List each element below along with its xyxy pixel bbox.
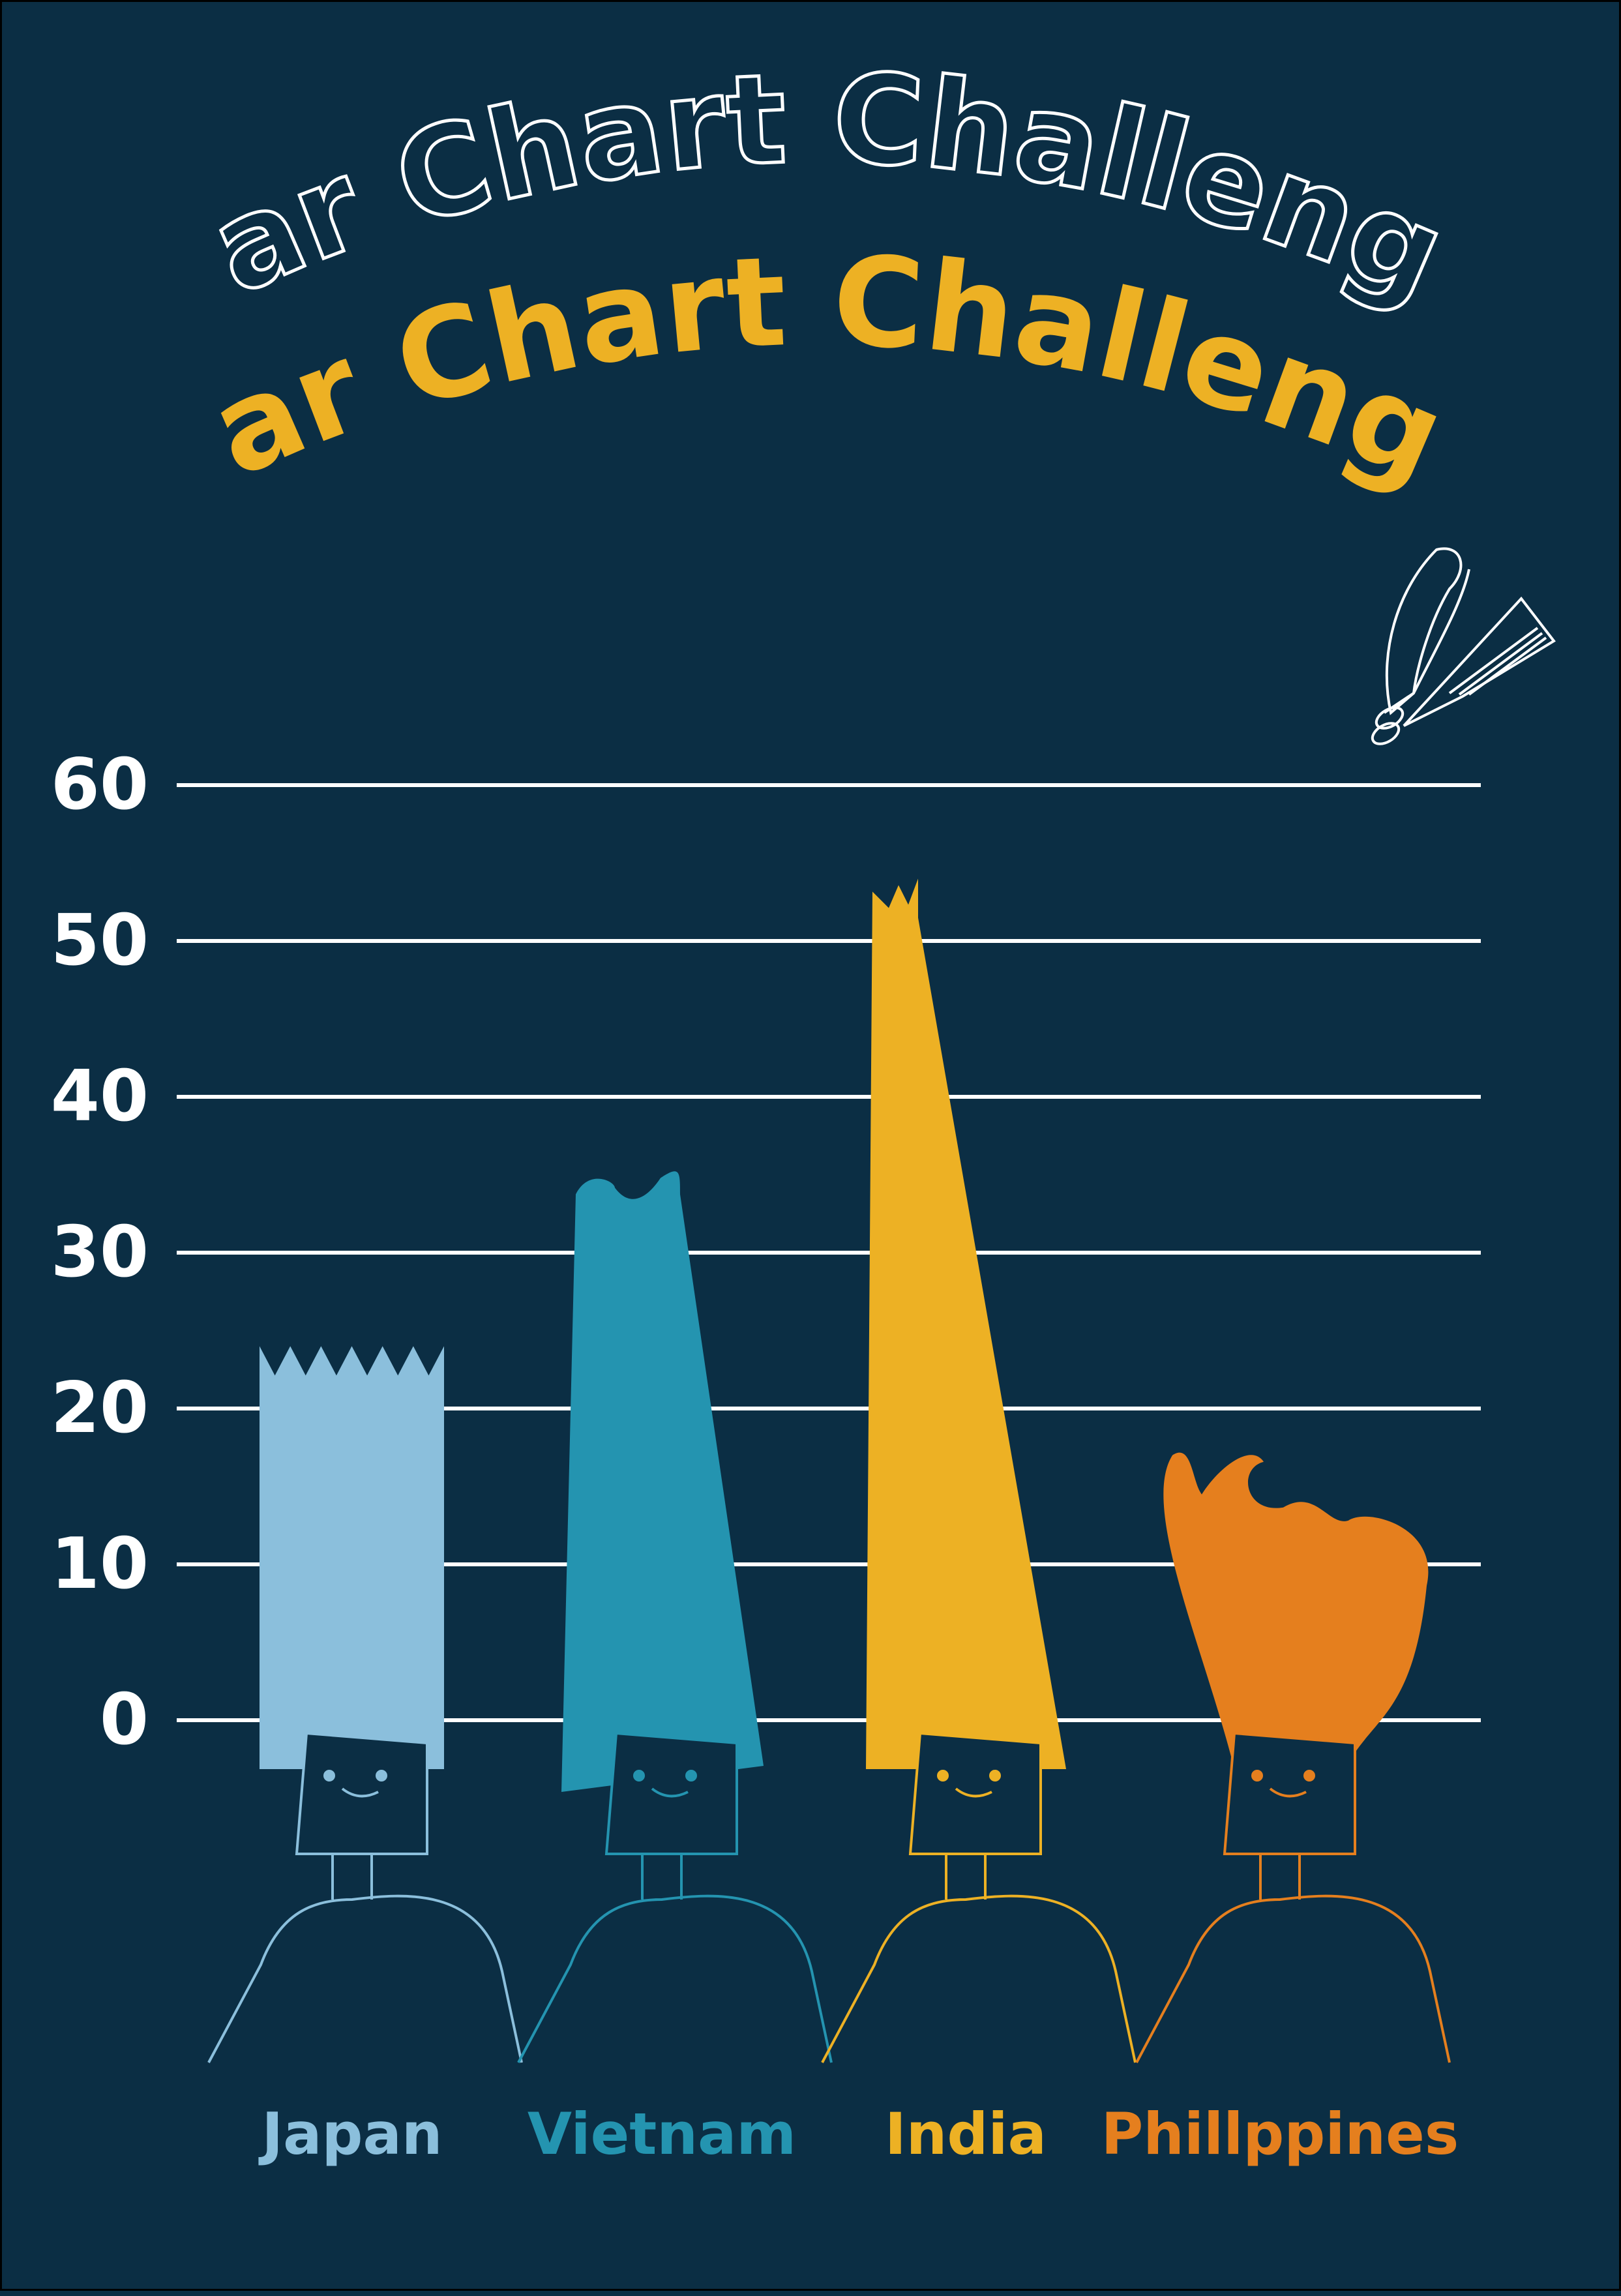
eye: [937, 1770, 949, 1782]
figure-japan: [207, 1731, 523, 2063]
mouth: [651, 1787, 689, 1798]
figure-phillppines: [1135, 1731, 1451, 2063]
category-label: Vietnam: [528, 2100, 796, 2168]
eye: [989, 1770, 1001, 1782]
figure-vietnam: [517, 1731, 833, 2063]
eye: [323, 1770, 335, 1782]
category-label: Japan: [258, 2100, 442, 2168]
y-tick-label: 40: [51, 1056, 149, 1137]
neck: [945, 1854, 987, 1900]
bar-japan: [260, 1346, 444, 1769]
y-tick-label: 30: [51, 1212, 149, 1293]
shoulders: [517, 1894, 833, 2063]
figure-india: [821, 1731, 1137, 2063]
category-labels: Japan Vietnam India Phillppines: [258, 2100, 1459, 2168]
neck: [1259, 1854, 1301, 1900]
mouth: [1269, 1787, 1307, 1798]
bars: [207, 878, 1451, 2063]
eye: [1251, 1770, 1263, 1782]
scissors-comb-icon: [1371, 547, 1556, 745]
shoulders: [207, 1894, 523, 2063]
bar-phillppines: [1163, 1452, 1429, 1769]
y-tick-label: 20: [51, 1367, 149, 1449]
y-tick-label: 0: [100, 1679, 149, 1761]
y-tick-label: 50: [51, 900, 149, 981]
bar-vietnam: [561, 1171, 764, 1792]
bar-india: [866, 878, 1066, 1769]
head: [908, 1731, 1042, 1855]
category-label: India: [885, 2100, 1047, 2168]
neck: [641, 1854, 683, 1900]
eye: [685, 1770, 697, 1782]
eye: [376, 1770, 387, 1782]
comb-icon: [1403, 596, 1556, 727]
eye: [633, 1770, 645, 1782]
mouth: [955, 1787, 992, 1798]
head: [604, 1731, 738, 1855]
mouth: [341, 1787, 379, 1798]
shoulders: [821, 1894, 1137, 2063]
shoulders: [1135, 1894, 1451, 2063]
neck: [331, 1854, 373, 1900]
eye: [1303, 1770, 1315, 1782]
category-label: Phillppines: [1101, 2100, 1459, 2168]
y-tick-label: 60: [51, 744, 149, 826]
scissors-icon: [1371, 547, 1470, 745]
y-tick-label: 10: [51, 1523, 149, 1605]
head: [295, 1731, 428, 1855]
head: [1223, 1731, 1356, 1855]
